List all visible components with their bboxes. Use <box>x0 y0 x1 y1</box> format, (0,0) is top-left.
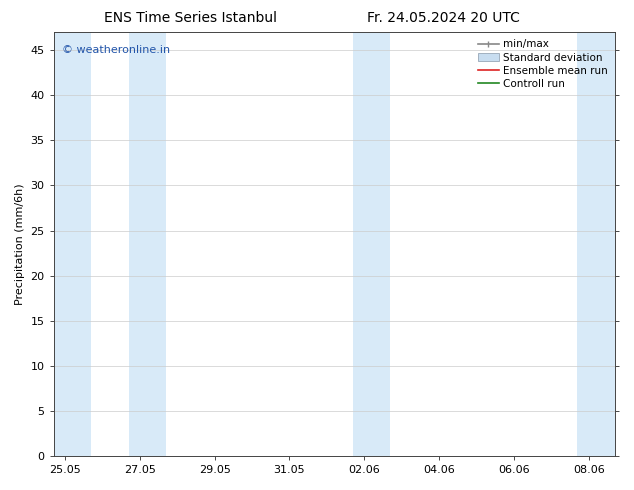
Bar <box>578 32 615 456</box>
Text: © weatheronline.in: © weatheronline.in <box>62 45 171 55</box>
Bar <box>353 32 391 456</box>
Y-axis label: Precipitation (mm/6h): Precipitation (mm/6h) <box>15 183 25 305</box>
Text: ENS Time Series Istanbul: ENS Time Series Istanbul <box>104 11 276 25</box>
Bar <box>129 32 166 456</box>
Bar <box>54 32 91 456</box>
Legend: min/max, Standard deviation, Ensemble mean run, Controll run: min/max, Standard deviation, Ensemble me… <box>476 37 610 91</box>
Text: Fr. 24.05.2024 20 UTC: Fr. 24.05.2024 20 UTC <box>367 11 521 25</box>
